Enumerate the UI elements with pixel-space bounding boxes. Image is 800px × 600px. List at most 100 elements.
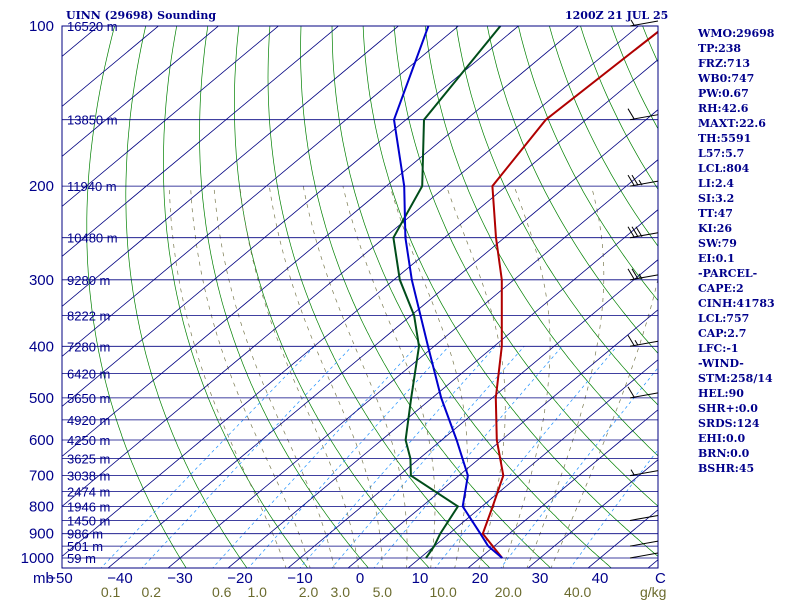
index-line: TH:5591 xyxy=(698,132,752,145)
index-line: EI:0.1 xyxy=(698,252,735,265)
moist-adiabat xyxy=(550,277,658,568)
index-line: HEL:90 xyxy=(698,387,744,400)
moist-adiabat xyxy=(168,186,287,568)
mixing-ratio-line xyxy=(434,346,618,568)
pressure-tick-label: 500 xyxy=(29,390,54,407)
height-label: 5650 m xyxy=(67,391,110,406)
index-line: SW:79 xyxy=(698,237,737,250)
wind-barb-half xyxy=(630,19,635,26)
wind-barb-staff xyxy=(629,540,659,547)
wind-barb-flag xyxy=(627,386,635,398)
mixing-ratio-label: 10.0 xyxy=(429,584,456,600)
temp-tick-label: −40 xyxy=(107,570,132,587)
mixing-ratio-line xyxy=(212,346,417,568)
wind-barb-flag xyxy=(627,108,635,119)
index-line: LCL:757 xyxy=(698,312,750,325)
wind-barb-staff xyxy=(629,274,659,281)
pressure-tick-label: 300 xyxy=(29,272,54,289)
wind-barb-half xyxy=(638,273,643,280)
mixing-ratio-label: 0.6 xyxy=(212,584,232,600)
index-line: MAXT:22.6 xyxy=(698,117,766,130)
height-label: 7280 m xyxy=(67,339,110,354)
isotherm xyxy=(62,26,220,157)
pressure-tick-label: 1000 xyxy=(21,550,54,567)
wind-barb-flag xyxy=(627,268,635,280)
isotherm xyxy=(62,26,580,457)
mixing-ratio-unit-label: g/kg xyxy=(640,584,666,600)
index-line: LCL:804 xyxy=(698,162,750,175)
mixing-ratio-line xyxy=(570,449,658,568)
isotherm xyxy=(467,409,658,568)
mixing-ratio-label: 20.0 xyxy=(495,584,522,600)
height-label: 3038 m xyxy=(67,469,110,484)
height-label: 11940 m xyxy=(67,179,117,194)
height-label: 1450 m xyxy=(67,513,110,528)
isotherm xyxy=(62,59,658,557)
isotherm xyxy=(167,159,658,568)
isotherm xyxy=(287,259,658,568)
index-line: CAPE:2 xyxy=(698,282,744,295)
pressure-tick-label: 200 xyxy=(29,178,54,195)
index-line: STM:258/14 xyxy=(698,372,773,385)
valid-time: 1200Z 21 JUL 25 xyxy=(565,9,669,22)
wind-barb-flag xyxy=(631,226,639,237)
index-line: SRDS:124 xyxy=(698,417,760,430)
mixing-ratio-label: 2.0 xyxy=(299,584,319,600)
wind-barb-staff xyxy=(629,114,659,121)
height-label: 10480 m xyxy=(67,231,118,246)
temp-tick-label: 0 xyxy=(356,570,364,587)
mixing-ratio-line xyxy=(299,346,496,568)
isotherm xyxy=(62,26,280,207)
wind-barb-staff xyxy=(629,514,659,521)
wind-barb-half xyxy=(638,179,643,186)
station-title: UINN (29698) Sounding xyxy=(66,9,217,22)
pressure-tick-label: 800 xyxy=(29,498,54,515)
temp-tick-label: 30 xyxy=(532,570,549,587)
moist-adiabat xyxy=(526,186,605,568)
height-label: 13850 m xyxy=(67,113,118,128)
index-line: FRZ:713 xyxy=(698,57,751,70)
wind-barb-half xyxy=(630,469,635,475)
height-label: 501 m xyxy=(67,539,103,554)
temp-tick-label: 10 xyxy=(412,570,429,587)
wind-barb-flag xyxy=(635,226,643,237)
mixing-ratio-line xyxy=(247,346,450,568)
isotherm xyxy=(62,26,640,507)
height-label: 2474 m xyxy=(67,485,110,500)
index-line: L57:5.7 xyxy=(698,147,745,160)
index-line: EHI:0.0 xyxy=(698,432,746,445)
moist-adiabat xyxy=(268,186,383,568)
mixing-ratio-line xyxy=(141,346,353,568)
index-line: LFC:-1 xyxy=(698,342,739,355)
plot-background xyxy=(62,26,658,568)
isotherm xyxy=(62,26,460,357)
mixing-ratio-label: 0.2 xyxy=(142,584,162,600)
pressure-tick-label: 900 xyxy=(29,526,54,543)
mixing-ratio-label: 3.0 xyxy=(331,584,351,600)
height-label: 1946 m xyxy=(67,499,110,514)
isotherm xyxy=(227,209,658,568)
moist-adiabat xyxy=(446,185,506,568)
moist-adiabat xyxy=(190,186,311,568)
index-line: BSHR:45 xyxy=(698,462,755,475)
index-line: -WIND- xyxy=(698,357,744,370)
height-label: 9280 m xyxy=(67,273,110,288)
temp-tick-label: 40 xyxy=(592,570,609,587)
temp-tick-label: −50 xyxy=(47,570,72,587)
isotherm xyxy=(62,26,340,257)
index-line: TT:47 xyxy=(698,207,733,220)
pressure-tick-label: 600 xyxy=(29,432,54,449)
wind-barb-staff xyxy=(629,180,659,187)
height-label: 6420 m xyxy=(67,367,110,382)
dewpoint-line xyxy=(392,26,502,559)
index-line: WMO:29698 xyxy=(698,27,775,40)
pressure-tick-label: 100 xyxy=(29,18,54,35)
temp-tick-label: −10 xyxy=(287,570,312,587)
temp-tick-label: 20 xyxy=(472,570,489,587)
isotherm xyxy=(527,459,658,568)
index-line: SI:3.2 xyxy=(698,192,735,205)
moist-adiabat xyxy=(389,186,468,568)
index-line: RH:42.6 xyxy=(698,102,749,115)
wind-barb-flag xyxy=(627,335,635,346)
